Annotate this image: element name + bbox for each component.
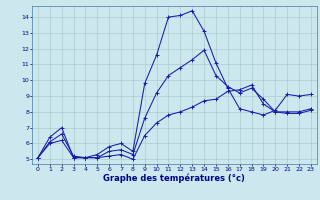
X-axis label: Graphe des températures (°c): Graphe des températures (°c)	[103, 174, 245, 183]
